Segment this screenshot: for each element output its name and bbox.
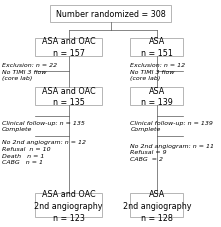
FancyBboxPatch shape (35, 193, 102, 217)
Text: Exclusion: n = 12
No TIMI 3 flow
(core lab): Exclusion: n = 12 No TIMI 3 flow (core l… (130, 63, 185, 81)
Text: Number randomized = 308: Number randomized = 308 (56, 10, 165, 19)
FancyBboxPatch shape (35, 39, 102, 57)
Text: Exclusion: n = 22
No TIMI 3 flow
(core lab): Exclusion: n = 22 No TIMI 3 flow (core l… (2, 63, 57, 81)
Text: ASA
2nd angiography
n = 128: ASA 2nd angiography n = 128 (123, 189, 191, 222)
Text: ASA and OAC
n = 157: ASA and OAC n = 157 (42, 37, 95, 58)
Text: ASA
n = 151: ASA n = 151 (141, 37, 173, 58)
Text: ASA and OAC
2nd angiography
n = 123: ASA and OAC 2nd angiography n = 123 (34, 189, 103, 222)
Text: Clinical follow-up: n = 139
Complete: Clinical follow-up: n = 139 Complete (130, 120, 213, 132)
FancyBboxPatch shape (130, 193, 183, 217)
Text: No 2nd angiogram: n = 12
Refusal  n = 10
Death   n = 1
CABG   n = 1: No 2nd angiogram: n = 12 Refusal n = 10 … (2, 140, 86, 164)
FancyBboxPatch shape (50, 6, 171, 23)
FancyBboxPatch shape (35, 87, 102, 106)
Text: ASA and OAC
n = 135: ASA and OAC n = 135 (42, 86, 95, 107)
Text: Clinical follow-up: n = 135
Complete: Clinical follow-up: n = 135 Complete (2, 120, 85, 132)
Text: No 2nd angiogram: n = 11
Refusal = 9
CABG  = 2: No 2nd angiogram: n = 11 Refusal = 9 CAB… (130, 143, 214, 161)
FancyBboxPatch shape (130, 87, 183, 106)
FancyBboxPatch shape (130, 39, 183, 57)
Text: ASA
n = 139: ASA n = 139 (141, 86, 173, 107)
